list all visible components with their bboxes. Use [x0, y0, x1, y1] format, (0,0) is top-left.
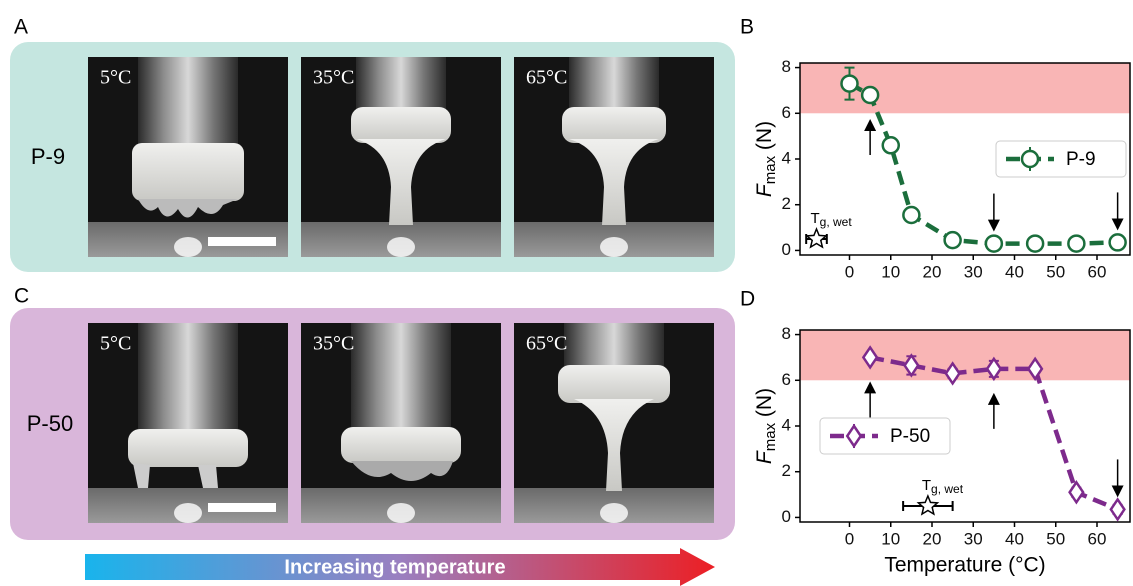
x-tick-label: 0 [845, 262, 854, 281]
marker [944, 361, 961, 386]
y-tick-label: 4 [782, 415, 791, 434]
temp-label: 35°C [313, 67, 354, 89]
tg-label-main: T [811, 210, 820, 227]
tg-label: Tg, wet [811, 210, 853, 229]
temp-label: 35°C [313, 333, 354, 355]
x-tick-label: 0 [845, 529, 854, 548]
legend-label: P-9 [1066, 149, 1096, 170]
y-label-unit: (N) [753, 121, 776, 150]
temp-label: 65°C [526, 67, 567, 89]
photo: 35°C [301, 57, 501, 257]
y-tick-label: 8 [782, 57, 791, 76]
panel-label: C [14, 285, 29, 308]
marker [902, 205, 921, 225]
tg-label-sub: g, wet [820, 215, 853, 229]
arrow-text: Increasing temperature [284, 556, 505, 578]
x-tick-label: 20 [923, 529, 942, 548]
temp-label: 65°C [526, 333, 567, 355]
sample-label: P-50 [27, 411, 73, 436]
y-label-main: F [753, 450, 776, 464]
y-label-sub: max [762, 155, 779, 184]
y-axis-label: Fmax (N) [753, 388, 779, 464]
panel-label: B [740, 16, 754, 39]
x-tick-label: 10 [881, 262, 900, 281]
y-tick-label: 0 [782, 240, 791, 259]
x-axis-label: Temperature (°C) [884, 554, 1045, 577]
marker [1068, 480, 1085, 505]
x-tick-label: 60 [1088, 529, 1107, 548]
marker [903, 353, 920, 378]
marker [861, 345, 879, 370]
y-tick-label: 8 [782, 324, 791, 343]
y-tick-label: 2 [782, 194, 791, 213]
marker [881, 136, 900, 155]
temp-label: 5°C [100, 67, 131, 89]
y-axis-label: Fmax (N) [753, 121, 779, 197]
marker [1020, 149, 1040, 169]
marker [840, 74, 859, 93]
y-label-unit: (N) [753, 388, 776, 417]
tg-label-main: T [922, 477, 931, 494]
marker [984, 234, 1004, 253]
x-tick-label: 50 [1046, 529, 1065, 548]
marker [943, 230, 962, 250]
sample-label: P-9 [31, 144, 65, 169]
x-tick-label: 10 [881, 529, 900, 548]
temp-label: 5°C [100, 333, 131, 355]
tg-star [805, 227, 828, 249]
marker [1109, 497, 1126, 522]
x-tick-label: 40 [1005, 262, 1024, 281]
photo: 5°C [88, 323, 288, 523]
y-tick-label: 6 [782, 103, 791, 122]
temperature-arrow [85, 548, 715, 586]
marker [1108, 233, 1127, 252]
y-tick-label: 2 [782, 461, 791, 480]
marker [860, 85, 880, 105]
panel-label: D [740, 288, 755, 311]
marker [1067, 234, 1086, 253]
marker [1026, 356, 1044, 382]
y-label-sub: max [762, 422, 779, 451]
y-tick-label: 6 [782, 370, 791, 389]
photo: 65°C [514, 323, 714, 523]
photo: 35°C [301, 323, 501, 523]
x-tick-label: 40 [1005, 529, 1024, 548]
photo: 5°C [88, 57, 288, 257]
panel-label: A [14, 16, 28, 39]
x-tick-label: 30 [964, 529, 983, 548]
tg-label-sub: g, wet [931, 482, 964, 496]
x-tick-label: 60 [1088, 262, 1107, 281]
marker [985, 356, 1003, 382]
x-tick-label: 30 [964, 262, 983, 281]
y-tick-label: 0 [782, 507, 791, 526]
x-tick-label: 20 [923, 262, 942, 281]
x-tick-label: 50 [1046, 262, 1065, 281]
marker [845, 423, 863, 449]
photo: 65°C [514, 57, 714, 257]
tg-label: Tg, wet [922, 477, 964, 496]
y-tick-label: 4 [782, 148, 791, 167]
y-label-main: F [753, 183, 776, 197]
marker [1025, 234, 1045, 253]
legend-label: P-50 [890, 426, 930, 447]
tg-star [916, 494, 940, 516]
